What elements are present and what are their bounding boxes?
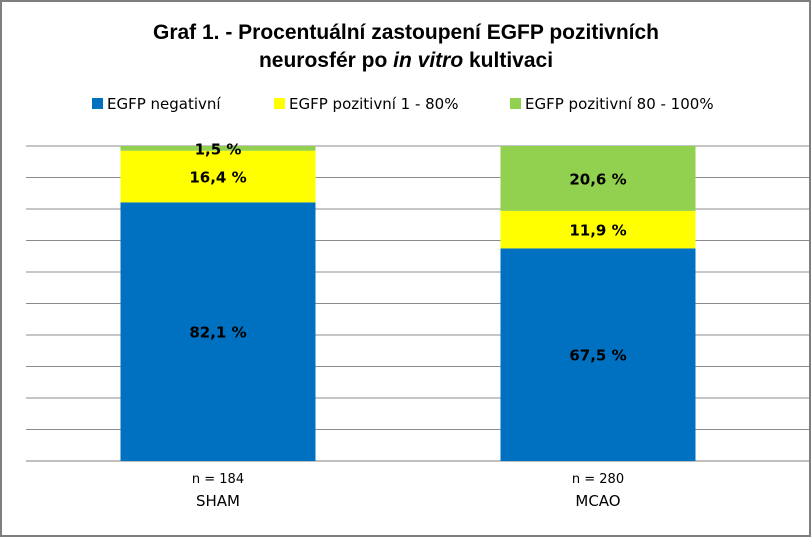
bar-segment xyxy=(500,248,696,461)
data-labels: 82,1 % 16,4 % 1,5 % 67,5 % 11,9 % 20,6 % xyxy=(189,140,626,364)
x-axis: n = 184 SHAM n = 280 MCAO xyxy=(192,472,624,510)
category-label: SHAM xyxy=(196,492,240,510)
legend-label: EGFP pozitivní 1 - 80% xyxy=(289,95,458,113)
bars xyxy=(120,146,696,461)
legend-swatch xyxy=(510,98,521,109)
data-label: 1,5 % xyxy=(195,140,242,158)
bar-segment xyxy=(500,146,696,211)
data-label: 67,5 % xyxy=(569,347,626,365)
data-label: 11,9 % xyxy=(569,222,626,240)
bar-segment xyxy=(120,150,316,203)
chart-title-line-2: neurosfér po in vitro kultivaci xyxy=(259,49,553,72)
sample-size-label: n = 184 xyxy=(192,472,244,487)
sample-size-label: n = 280 xyxy=(572,472,624,487)
legend-swatch xyxy=(92,98,103,109)
legend-label: EGFP negativní xyxy=(107,95,221,113)
data-label: 82,1 % xyxy=(189,324,246,342)
bar-segment xyxy=(500,210,696,249)
bar-segment xyxy=(120,146,316,151)
chart-title-line-1: Graf 1. - Procentuální zastoupení EGFP p… xyxy=(153,21,659,44)
data-label: 20,6 % xyxy=(569,170,626,188)
data-label: 16,4 % xyxy=(189,169,246,187)
legend: EGFP negativní EGFP pozitivní 1 - 80% EGFP… xyxy=(92,95,714,113)
legend-swatch xyxy=(274,98,285,109)
bar-segment xyxy=(120,202,316,461)
legend-label: EGFP pozitivní 80 - 100% xyxy=(525,95,714,113)
category-label: MCAO xyxy=(575,492,620,510)
